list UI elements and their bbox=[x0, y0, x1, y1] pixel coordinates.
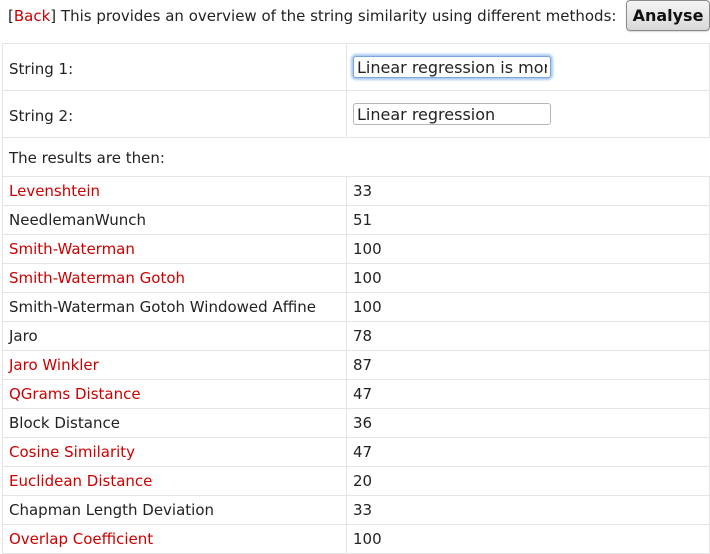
similarity-table: String 1: String 2: The results are then… bbox=[2, 43, 710, 554]
method-cell: Overlap Coefficient bbox=[2, 524, 347, 554]
string2-row: String 2: bbox=[2, 90, 710, 138]
description-text: This provides an overview of the string … bbox=[56, 7, 617, 25]
string1-cell bbox=[346, 43, 710, 91]
method-name: Jaro bbox=[9, 327, 38, 345]
result-row: NeedlemanWunch 51 bbox=[2, 205, 710, 235]
method-link[interactable]: Euclidean Distance bbox=[9, 472, 153, 490]
method-cell: Jaro bbox=[2, 321, 347, 351]
score-value: 100 bbox=[346, 524, 710, 554]
bracket-open: [ bbox=[8, 7, 14, 25]
method-cell: Block Distance bbox=[2, 408, 347, 438]
method-link[interactable]: Smith-Waterman Gotoh bbox=[9, 269, 186, 287]
analyse-button[interactable]: Analyse bbox=[626, 0, 710, 31]
method-cell: Levenshtein bbox=[2, 176, 347, 206]
method-link[interactable]: Smith-Waterman bbox=[9, 240, 135, 258]
method-cell: QGrams Distance bbox=[2, 379, 347, 409]
score-value: 87 bbox=[346, 350, 710, 380]
method-cell: Smith-Waterman bbox=[2, 234, 347, 264]
result-row: Chapman Length Deviation 33 bbox=[2, 495, 710, 525]
method-cell: Chapman Length Deviation bbox=[2, 495, 347, 525]
string2-cell bbox=[346, 90, 710, 138]
results-heading-row: The results are then: bbox=[2, 137, 710, 177]
page-header: [Back] This provides an overview of the … bbox=[6, 0, 710, 38]
score-value: 33 bbox=[346, 176, 710, 206]
string2-input[interactable] bbox=[353, 103, 551, 125]
score-value: 20 bbox=[346, 466, 710, 496]
method-name: NeedlemanWunch bbox=[9, 211, 146, 229]
score-value: 51 bbox=[346, 205, 710, 235]
string2-label: String 2: bbox=[2, 90, 347, 138]
method-cell: Cosine Similarity bbox=[2, 437, 347, 467]
method-cell: Jaro Winkler bbox=[2, 350, 347, 380]
result-row: Smith-Waterman 100 bbox=[2, 234, 710, 264]
score-value: 78 bbox=[346, 321, 710, 351]
score-value: 100 bbox=[346, 263, 710, 293]
method-link[interactable]: Overlap Coefficient bbox=[9, 530, 154, 548]
string1-input[interactable] bbox=[353, 56, 551, 78]
method-name: Block Distance bbox=[9, 414, 120, 432]
method-cell: Euclidean Distance bbox=[2, 466, 347, 496]
score-value: 47 bbox=[346, 379, 710, 409]
method-link[interactable]: Levenshtein bbox=[9, 182, 101, 200]
results-heading: The results are then: bbox=[2, 137, 347, 177]
score-value: 33 bbox=[346, 495, 710, 525]
method-cell: Smith-Waterman Gotoh bbox=[2, 263, 347, 293]
result-row: Smith-Waterman Gotoh 100 bbox=[2, 263, 710, 293]
score-value: 100 bbox=[346, 292, 710, 322]
method-name: Chapman Length Deviation bbox=[9, 501, 215, 519]
back-link[interactable]: Back bbox=[13, 7, 51, 25]
string1-label: String 1: bbox=[2, 43, 347, 91]
result-row: Jaro 78 bbox=[2, 321, 710, 351]
result-row: QGrams Distance 47 bbox=[2, 379, 710, 409]
score-value: 36 bbox=[346, 408, 710, 438]
method-link[interactable]: QGrams Distance bbox=[9, 385, 141, 403]
result-row: Block Distance 36 bbox=[2, 408, 710, 438]
result-row: Jaro Winkler 87 bbox=[2, 350, 710, 380]
method-link[interactable]: Jaro Winkler bbox=[9, 356, 99, 374]
result-row: Euclidean Distance 20 bbox=[2, 466, 710, 496]
string1-row: String 1: bbox=[2, 43, 710, 91]
bracket-close: ] bbox=[50, 7, 57, 25]
header-description: [Back] This provides an overview of the … bbox=[8, 7, 616, 25]
results-heading-empty bbox=[346, 137, 710, 177]
result-row: Cosine Similarity 47 bbox=[2, 437, 710, 467]
method-cell: NeedlemanWunch bbox=[2, 205, 347, 235]
result-row: Overlap Coefficient 100 bbox=[2, 524, 710, 554]
method-link[interactable]: Cosine Similarity bbox=[9, 443, 136, 461]
method-name: Smith-Waterman Gotoh Windowed Affine bbox=[9, 298, 316, 316]
score-value: 47 bbox=[346, 437, 710, 467]
method-cell: Smith-Waterman Gotoh Windowed Affine bbox=[2, 292, 347, 322]
result-row: Levenshtein 33 bbox=[2, 176, 710, 206]
result-row: Smith-Waterman Gotoh Windowed Affine 100 bbox=[2, 292, 710, 322]
score-value: 100 bbox=[346, 234, 710, 264]
